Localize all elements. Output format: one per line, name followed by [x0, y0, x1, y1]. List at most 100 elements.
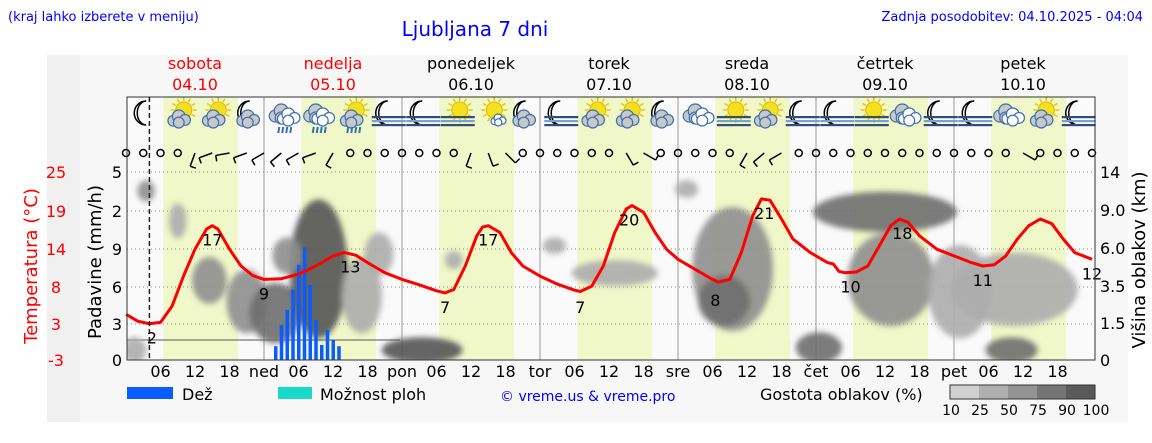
wind-barb-flag	[285, 159, 291, 166]
cloud-puff	[282, 114, 295, 127]
wind-calm-icon	[587, 148, 596, 158]
wind-calm-icon	[898, 148, 907, 158]
cloud-puff	[345, 116, 358, 129]
x-tick-label: 12	[737, 362, 757, 381]
cloud-puff	[903, 114, 916, 127]
x-tick-label: ned	[249, 362, 279, 381]
sun-ray	[191, 113, 196, 118]
weather-icon-cloud	[682, 103, 715, 127]
wind-calm-icon	[1036, 148, 1045, 158]
fog-icon	[440, 120, 475, 123]
sun-ray	[639, 102, 644, 107]
fog-icon	[544, 120, 579, 123]
cloud-icon	[1029, 109, 1054, 129]
rain-drop-icon	[346, 126, 350, 134]
wind-barb-shaft	[739, 152, 748, 166]
rain-drop-icon	[319, 126, 323, 134]
sun-ray	[467, 102, 472, 107]
wind-barb-shaft	[753, 152, 765, 163]
cloud-puff	[517, 116, 530, 129]
fog-icon	[923, 120, 958, 123]
rain-drop-icon	[277, 126, 281, 134]
density-swatch	[950, 385, 979, 399]
weather-icon-rain-cloud	[303, 103, 336, 134]
wind-calm-icon	[415, 148, 424, 158]
cloud-puff	[586, 116, 599, 129]
weather-icon-moon	[133, 100, 147, 126]
fog-icon	[716, 124, 751, 127]
temperature-label: 13	[340, 258, 360, 277]
fog-icon	[785, 116, 820, 119]
density-level-label: 100	[1083, 403, 1110, 419]
temperature-label: 12	[1082, 264, 1102, 283]
sun-ray	[172, 102, 177, 107]
sun-ray	[501, 102, 506, 107]
sun-ray	[620, 102, 625, 107]
x-tick-label: pon	[387, 362, 417, 381]
wind-barb-shaft	[189, 152, 196, 167]
weather-icon-moon-fog	[958, 100, 993, 127]
precipitation-tick: 0	[112, 351, 122, 370]
rain-drop-icon	[350, 126, 354, 134]
wind-barb-flag	[632, 161, 639, 166]
temperature-label: 18	[892, 224, 912, 243]
sun-ray	[601, 98, 605, 103]
cloud-icon	[201, 109, 226, 129]
x-tick-label: sre	[666, 362, 690, 381]
wind-calm-icon	[725, 148, 734, 158]
day-date: 08.10	[724, 75, 770, 94]
wind-calm-icon	[829, 148, 838, 158]
cloud-puff	[241, 116, 254, 129]
fog-icon	[716, 120, 751, 123]
cloud-density-blob	[127, 337, 147, 360]
x-tick-label: 06	[702, 362, 722, 381]
x-tick-label: pet	[941, 362, 967, 381]
sun-icon	[860, 97, 887, 123]
x-tick-label: 12	[461, 362, 481, 381]
precipitation-tick: 6	[112, 278, 122, 297]
rain-drop-icon	[281, 126, 285, 134]
wind-barb-shaft	[251, 152, 265, 161]
fog-icon	[854, 116, 889, 119]
cloud-puff	[1006, 114, 1019, 127]
copyright-link[interactable]: © vreme.us & vreme.pro	[500, 389, 675, 405]
wind-barb-shaft	[233, 152, 248, 159]
sun-ray	[344, 102, 349, 107]
wind-calm-icon	[121, 148, 131, 158]
legend-rain-label: Dež	[182, 385, 213, 404]
fog-icon	[371, 116, 406, 119]
x-tick-label: 12	[599, 362, 619, 381]
sun-ray	[590, 98, 594, 103]
density-swatch	[979, 385, 1008, 399]
menu-hint[interactable]: (kraj lahko izberete v meniju)	[8, 10, 199, 25]
rain-bar	[314, 319, 318, 360]
wind-calm-icon	[811, 148, 821, 158]
cloud-density-blob	[445, 251, 463, 270]
cloud-density-blob	[542, 237, 566, 255]
cloud-icon	[236, 109, 261, 129]
cloud-density-blob	[272, 237, 302, 274]
temperature-label: 9	[259, 284, 269, 303]
sun-ray	[487, 117, 491, 122]
density-colorbar-frame	[949, 384, 1096, 400]
rain-bar	[291, 289, 295, 360]
weather-icon-moon-fog	[785, 100, 820, 127]
fog-icon	[785, 120, 820, 123]
wind-barb-shaft	[286, 152, 299, 161]
wind-barb-flag	[514, 158, 521, 164]
wind-calm-icon	[397, 148, 407, 158]
rain-drop-icon	[285, 126, 289, 134]
fog-icon	[406, 124, 441, 127]
sun-ray	[866, 98, 870, 103]
sun-ray	[777, 102, 782, 107]
weather-icon-sun-small-cloud	[481, 97, 508, 127]
fog-icon	[440, 124, 475, 127]
x-tick-label: 06	[288, 362, 308, 381]
weather-icon-sun-fog	[854, 97, 889, 127]
x-tick-label: 12	[875, 362, 895, 381]
day-name: nedelja	[304, 54, 363, 73]
weather-icon-sun-cloud-rain	[339, 97, 370, 134]
fog-icon	[440, 116, 475, 119]
sun-ray	[482, 102, 487, 107]
temperature-label: 17	[478, 231, 498, 250]
